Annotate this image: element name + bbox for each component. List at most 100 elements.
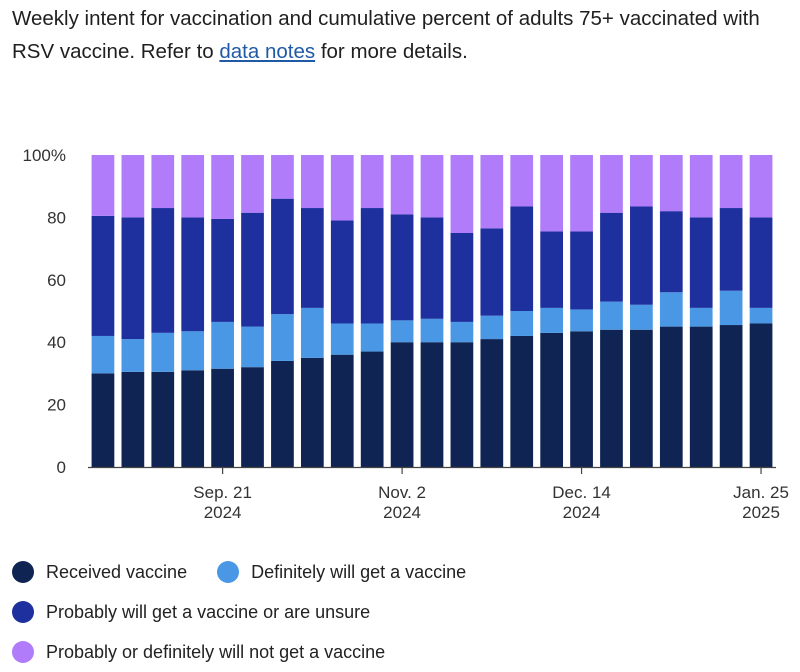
bar-segment-s0-18: [630, 329, 653, 467]
y-tick-label: 40: [47, 333, 66, 352]
bar-segment-s0-16: [570, 331, 593, 467]
bar-segment-s2-13: [480, 228, 504, 316]
legend-item-received[interactable]: Received vaccine: [12, 561, 187, 583]
bar-segment-s0-11: [420, 342, 444, 467]
bar-segment-s1-18: [630, 304, 653, 330]
bar-segment-s3-20: [689, 155, 713, 218]
bar-segment-s0-3: [181, 370, 205, 467]
bar-segment-s2-0: [91, 215, 115, 336]
bar-segment-s3-21: [719, 155, 743, 209]
bar-segment-s3-6: [271, 155, 294, 199]
bar-segment-s2-17: [600, 212, 623, 302]
bar-segment-s1-19: [659, 292, 683, 327]
legend-row-3: Probably or definitely will not get a va…: [12, 632, 792, 672]
bar-segment-s2-11: [420, 217, 444, 319]
bar-segment-s2-7: [300, 208, 324, 308]
bar-segment-s2-19: [659, 211, 683, 293]
y-tick-label: 60: [47, 271, 66, 290]
legend-swatch-received: [12, 561, 34, 583]
x-tick-label: Nov. 2: [378, 483, 426, 502]
bar-segment-s3-7: [300, 155, 324, 209]
bar-segment-s0-2: [151, 371, 175, 467]
bar-segment-s1-15: [540, 307, 564, 333]
bar-segment-s3-15: [540, 155, 564, 232]
bar-segment-s1-8: [330, 323, 354, 355]
bar-segment-s1-11: [420, 318, 444, 343]
bar-segment-s3-12: [450, 155, 474, 233]
bar-segment-s0-12: [450, 342, 474, 467]
bar-segment-s1-14: [510, 311, 534, 336]
data-notes-link[interactable]: data notes: [219, 40, 316, 63]
bar-segment-s2-20: [689, 217, 713, 308]
y-tick-label: 100%: [23, 146, 66, 165]
bar-segment-s3-13: [480, 155, 504, 229]
legend-label-received: Received vaccine: [46, 561, 188, 582]
legend-swatch-probably-will: [12, 601, 34, 623]
legend-item-will-not[interactable]: Probably or definitely will not get a va…: [12, 641, 385, 663]
x-tick-year-label: 2025: [742, 503, 780, 522]
bar-segment-s1-13: [480, 315, 504, 340]
bar-segment-s3-14: [510, 155, 534, 207]
bar-segment-s0-0: [91, 373, 115, 467]
legend-row-2: Probably will get a vaccine or are unsur…: [12, 592, 792, 632]
bar-segment-s2-15: [540, 231, 564, 308]
y-tick-label: 20: [47, 396, 66, 415]
bar-segment-s3-4: [211, 155, 234, 219]
bar-segment-s1-3: [181, 331, 205, 371]
bar-segment-s1-10: [390, 320, 414, 343]
bar-segment-s2-14: [510, 206, 534, 311]
bar-segment-s1-22: [749, 307, 773, 324]
bar-segment-s3-19: [659, 155, 683, 212]
title-text-before: Weekly intent for vaccination and cumula…: [12, 7, 760, 63]
bar-segment-s3-5: [241, 155, 264, 213]
title-text-after: for more details.: [315, 40, 468, 63]
bar-segment-s3-22: [749, 155, 773, 218]
legend-swatch-will-not: [12, 641, 34, 663]
bar-segment-s2-21: [719, 208, 743, 291]
bar-segment-s1-6: [271, 314, 294, 361]
legend-label-definitely-will: Definitely will get a vaccine: [251, 561, 467, 582]
legend-label-probably-will: Probably will get a vaccine or are unsur…: [46, 601, 371, 622]
bar-segment-s3-9: [360, 155, 384, 209]
bar-segment-s1-20: [689, 307, 713, 327]
bar-segment-s0-14: [510, 335, 534, 467]
bar-segment-s3-1: [121, 155, 145, 218]
bar-segment-s0-1: [121, 371, 145, 467]
bar-segment-s1-5: [241, 326, 264, 368]
bar-segment-s1-7: [300, 307, 324, 358]
bar-segment-s2-5: [241, 212, 264, 327]
x-tick-year-label: 2024: [563, 503, 601, 522]
legend-row-1: Received vaccine Definitely will get a v…: [12, 552, 792, 592]
bar-segment-s1-2: [151, 332, 175, 372]
bar-segment-s3-17: [600, 155, 623, 213]
bar-segment-s3-11: [420, 155, 444, 218]
legend-item-probably-will[interactable]: Probably will get a vaccine or are unsur…: [12, 601, 370, 623]
bar-segment-s1-9: [360, 323, 384, 352]
bar-segment-s2-6: [271, 198, 294, 315]
bar-segment-s0-5: [241, 367, 264, 467]
bar-segment-s1-16: [570, 309, 593, 332]
bar-segment-s2-1: [121, 217, 145, 340]
chart-title: Weekly intent for vaccination and cumula…: [12, 2, 782, 68]
bar-segment-s0-13: [480, 339, 504, 467]
bar-segment-s1-0: [91, 335, 115, 374]
bar-segment-s0-15: [540, 332, 564, 467]
x-tick-year-label: 2024: [383, 503, 421, 522]
x-tick-label: Sep. 21: [193, 483, 252, 502]
legend-swatch-definitely-will: [217, 561, 240, 583]
bar-segment-s2-12: [450, 233, 474, 322]
bar-segment-s1-17: [600, 301, 623, 330]
x-tick-year-label: 2024: [204, 503, 242, 522]
bar-segment-s0-19: [659, 326, 683, 467]
bar-segment-s2-9: [360, 208, 384, 324]
bar-segment-s0-21: [719, 325, 743, 467]
legend: Received vaccine Definitely will get a v…: [12, 552, 792, 672]
bar-segment-s3-18: [630, 155, 653, 207]
bar-segment-s2-16: [570, 231, 593, 310]
bar-segment-s3-8: [330, 155, 354, 221]
bar-segment-s2-3: [181, 217, 205, 332]
bar-segment-s0-9: [360, 351, 384, 467]
bar-segment-s0-7: [300, 357, 324, 467]
legend-item-definitely-will[interactable]: Definitely will get a vaccine: [217, 561, 466, 583]
